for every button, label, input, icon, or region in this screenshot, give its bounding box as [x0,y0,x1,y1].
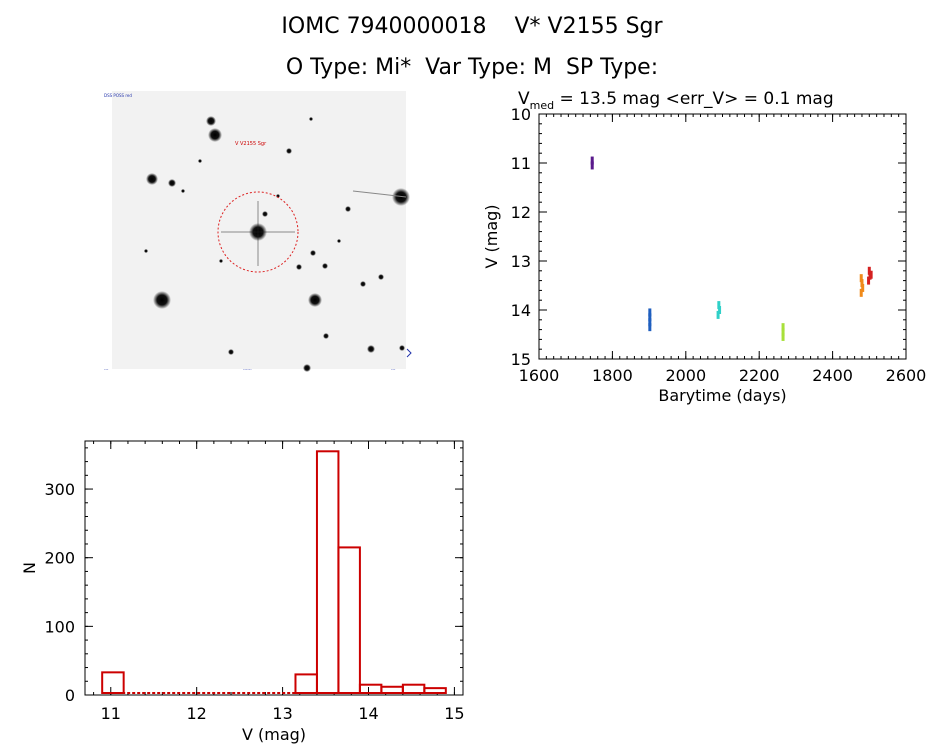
y-tick-label: 13 [511,252,531,271]
y-tick-label: 11 [511,154,531,173]
y-tick-label: 14 [511,301,531,320]
histogram-bar [294,673,318,695]
histogram-plot-area: 11 12 13 14 15 0 100 200 300 V (mag) N [20,440,465,744]
histogram-bar [358,683,383,694]
histogram-bar [401,683,426,694]
data-point [867,276,871,285]
data-point [867,266,871,275]
sky-star [345,206,351,212]
x-tick-label: 12 [187,704,207,723]
sky-star [323,333,329,339]
data-point [781,332,785,341]
sky-star [168,179,176,187]
finder-chart-image: V V2155 Sgr DSS POSS red --- ------ --- [104,91,412,372]
y-tick-label: 10 [511,105,531,124]
sky-star [228,349,234,355]
data-point [861,283,865,292]
sky-star [206,116,216,126]
sky-star-field [144,116,410,372]
histogram-bar [101,671,125,695]
orientation-arrow-icon [406,348,412,358]
x-tick-label: 2600 [886,366,927,385]
x-tick-label: 2200 [739,366,780,385]
light-curve-subtitle: Vmed = 13.5 mag <err_V> = 0.1 mag [518,89,834,112]
sky-star [208,128,222,142]
sky-star [309,117,313,121]
sky-star [378,274,384,280]
sky-star [322,263,328,269]
data-point [781,323,785,332]
sky-star [399,345,405,351]
data-point [859,288,863,297]
sky-star [367,345,375,353]
sky-star [153,291,171,309]
y-tick-label: 0 [65,686,75,705]
data-point [718,306,722,314]
target-circle-marker [217,191,299,273]
histogram-bar [337,546,361,694]
x-tick-label: 11 [101,704,121,723]
y-axis-label: V (mag) [482,204,501,268]
sky-star [392,188,410,206]
sky-star [181,189,185,193]
bright-star-glare [352,190,407,198]
y-axis-label: N [20,562,39,574]
sky-star [308,293,322,307]
y-tick-label: 100 [44,617,75,636]
sky-star [198,159,202,163]
histogram-bar [315,450,340,694]
data-point [648,323,652,332]
light-curve-plot-area: 1600 1800 2000 2200 2400 2600 10 11 12 13 14 15 Bary… [482,105,926,405]
x-tick-label: 14 [358,704,378,723]
sky-star [337,239,341,243]
plot-frame [84,440,464,696]
star-identifier-title: IOMC 7940000018 V* V2155 Sgr [281,14,663,39]
light-curve-chart: Vmed = 13.5 mag <err_V> = 0.1 mag 1600 18… [482,89,926,405]
x-tick-label: 15 [444,704,464,723]
data-point [648,308,652,317]
sky-star [219,259,223,263]
y-tick-label: 200 [44,549,75,568]
sky-star [296,264,302,270]
y-tick-label: 12 [511,203,531,222]
x-axis-label: V (mag) [242,725,306,744]
x-tick-label: 13 [272,704,292,723]
data-point [648,318,652,327]
data-point [859,274,863,283]
x-tick-label: 1600 [519,366,560,385]
target-label: V V2155 Sgr [235,141,267,147]
star-type-subtitle: O Type: Mi* Var Type: M SP Type: [285,55,659,80]
data-point [716,310,720,319]
sky-star [286,148,292,154]
corner-label: DSS POSS red [104,93,132,98]
x-tick-label: 2000 [665,366,706,385]
sky-star [360,281,366,287]
data-point [590,156,594,165]
x-tick-label: 1800 [592,366,633,385]
histogram-bar [380,685,404,695]
sky-star [146,173,158,185]
histogram-bar [423,687,447,694]
x-tick-label: 2400 [812,366,853,385]
data-point [590,161,594,170]
scale-label: ------ [243,367,252,372]
y-tick-label: 15 [511,350,531,369]
sky-star [303,364,311,372]
magnitude-histogram-chart: 11 12 13 14 15 0 100 200 300 V (mag) N [20,440,465,744]
plot-frame [538,113,907,360]
data-point [860,279,864,288]
x-axis-label: Barytime (days) [658,386,786,405]
data-point [869,270,873,279]
sky-star [310,250,316,256]
data-point [781,328,785,337]
data-point [717,301,721,310]
sky-star [144,249,148,253]
sky-star [262,211,268,217]
scale-label: --- [104,367,109,372]
scale-label: --- [391,367,396,372]
data-point [648,313,652,322]
y-tick-label: 300 [44,480,75,499]
